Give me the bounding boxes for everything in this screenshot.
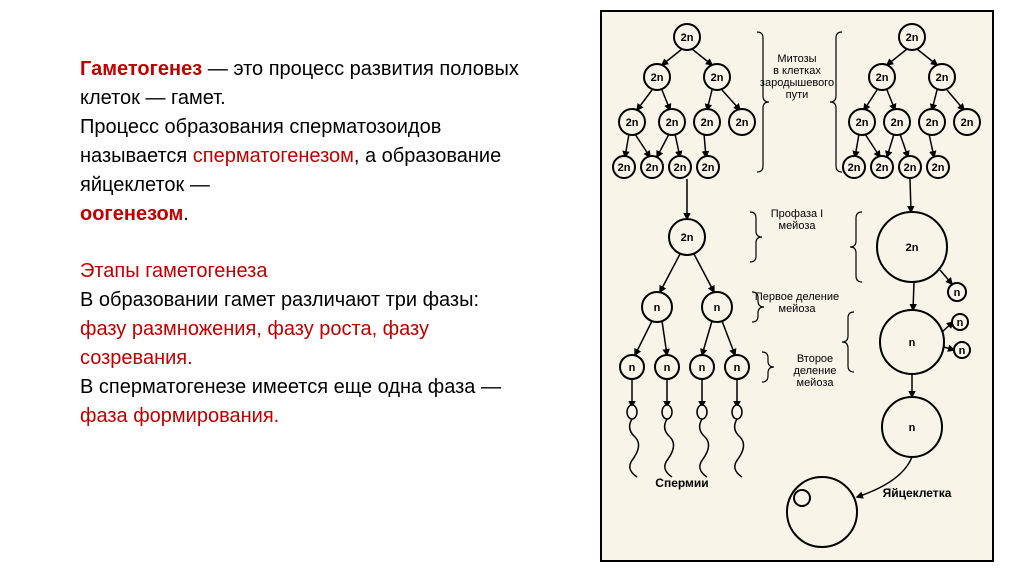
svg-text:2n: 2n <box>876 162 889 174</box>
svg-text:2n: 2n <box>906 32 919 44</box>
svg-text:Первое деление: Первое деление <box>755 291 839 303</box>
svg-text:2n: 2n <box>702 162 715 174</box>
cell-eggN <box>794 490 810 506</box>
svg-text:n: n <box>909 337 916 349</box>
svg-text:Профаза I: Профаза I <box>771 208 823 220</box>
svg-text:2n: 2n <box>711 72 724 84</box>
svg-text:2n: 2n <box>926 117 939 129</box>
svg-text:2n: 2n <box>651 72 664 84</box>
svg-text:мейоза: мейоза <box>797 377 835 389</box>
svg-text:Второе: Второе <box>797 353 833 365</box>
svg-text:в клетках: в клетках <box>773 65 821 77</box>
diagram-frame: 2n 2n 2n 2n 2n 2n 2n 2n 2n 2n 2n 2n n n n n n n 2n 2n 2n 2n 2n… <box>600 10 994 562</box>
term-oogenesis: оогенезом <box>80 203 183 225</box>
svg-text:2n: 2n <box>646 162 659 174</box>
svg-text:n: n <box>954 287 961 299</box>
svg-text:зародышевого: зародышевого <box>760 77 834 89</box>
svg-text:n: n <box>734 362 741 374</box>
svg-text:n: n <box>957 317 964 329</box>
svg-text:2n: 2n <box>666 117 679 129</box>
svg-text:2n: 2n <box>856 117 869 129</box>
svg-text:пути: пути <box>786 89 809 101</box>
svg-text:2n: 2n <box>848 162 861 174</box>
svg-text:Митозы: Митозы <box>777 53 816 65</box>
svg-text:n: n <box>714 302 721 314</box>
svg-text:2n: 2n <box>674 162 687 174</box>
svg-text:n: n <box>654 302 661 314</box>
svg-text:n: n <box>699 362 706 374</box>
cell-egg <box>787 477 857 547</box>
svg-text:Яйцеклетка: Яйцеклетка <box>883 486 952 500</box>
svg-text:2n: 2n <box>736 117 749 129</box>
svg-text:2n: 2n <box>891 117 904 129</box>
svg-text:2n: 2n <box>932 162 945 174</box>
svg-text:2n: 2n <box>906 242 919 254</box>
heading-stages: Этапы гаметогенеза <box>80 260 267 282</box>
svg-text:мейоза: мейоза <box>779 220 817 232</box>
svg-text:деление: деление <box>793 365 836 377</box>
text-block: Гаметогенез — это процесс развития полов… <box>80 55 520 431</box>
svg-text:2n: 2n <box>626 117 639 129</box>
svg-text:2n: 2n <box>936 72 949 84</box>
svg-text:n: n <box>909 422 916 434</box>
svg-text:n: n <box>959 345 966 357</box>
svg-text:2n: 2n <box>618 162 631 174</box>
svg-text:n: n <box>629 362 636 374</box>
svg-text:Спермии: Спермии <box>655 476 708 490</box>
svg-text:2n: 2n <box>961 117 974 129</box>
diagram-svg: 2n 2n 2n 2n 2n 2n 2n 2n 2n 2n 2n 2n n n n n n n 2n 2n 2n 2n 2n… <box>602 12 992 560</box>
term-spermatogenesis: сперматогенезом <box>193 145 354 167</box>
svg-text:2n: 2n <box>701 117 714 129</box>
svg-text:мейоза: мейоза <box>779 303 817 315</box>
svg-text:2n: 2n <box>681 232 694 244</box>
svg-text:2n: 2n <box>904 162 917 174</box>
svg-text:2n: 2n <box>681 32 694 44</box>
svg-text:2n: 2n <box>876 72 889 84</box>
svg-text:n: n <box>664 362 671 374</box>
term-gametogenesis: Гаметогенез <box>80 58 202 80</box>
